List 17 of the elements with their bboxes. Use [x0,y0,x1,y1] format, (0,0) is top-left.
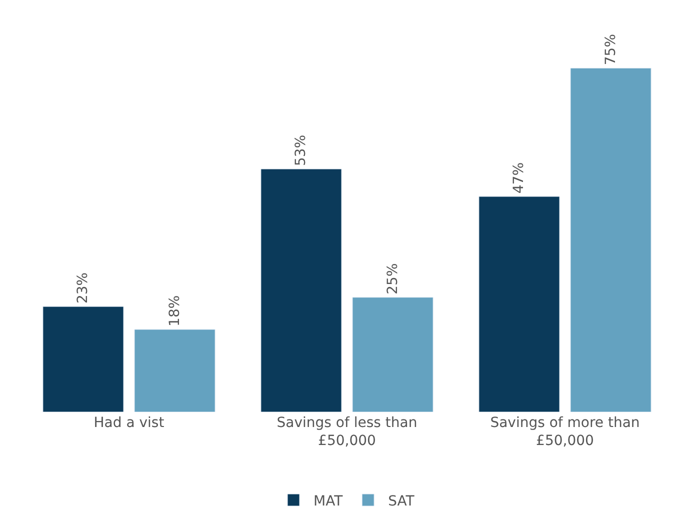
bar [134,329,216,412]
x-tick-label: Savings of more than £50,000 [490,415,640,450]
bar [260,168,342,412]
data-label: 75% [602,34,619,66]
bar [478,196,560,412]
bar [42,306,124,412]
data-label: 18% [166,295,183,326]
x-tick-label: Had a vist [94,415,165,431]
data-label: 47% [511,162,528,194]
data-label: 23% [75,272,92,304]
legend-label: SAT [388,493,415,510]
bar [352,297,434,412]
data-label: 53% [293,134,310,166]
legend-label: MAT [314,493,344,510]
x-tick-label: Savings of less than £50,000 [276,415,418,450]
data-label: 25% [384,263,401,294]
bar [570,68,652,412]
